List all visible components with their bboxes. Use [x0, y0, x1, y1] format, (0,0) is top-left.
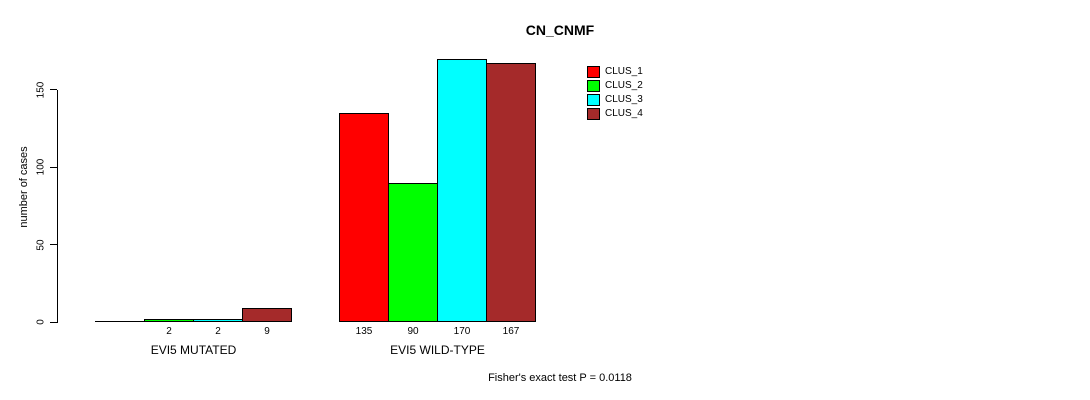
x-category-label: EVI5 WILD-TYPE: [390, 343, 485, 357]
bar-value-label: 167: [502, 326, 520, 337]
y-tick-mark: [50, 89, 57, 91]
legend-label: CLUS_1: [605, 66, 643, 77]
bar: [486, 63, 536, 322]
y-tick-label: 0: [35, 319, 47, 325]
bar-value-label: 2: [215, 326, 221, 337]
legend-item: CLUS_3: [587, 93, 643, 107]
bar-value-label: 2: [166, 326, 172, 337]
legend-swatch: [587, 108, 600, 120]
bar-zero-height: [95, 321, 145, 322]
legend-swatch: [587, 66, 600, 78]
legend-swatch: [587, 94, 600, 106]
legend-swatch: [587, 80, 600, 92]
x-category-label: EVI5 MUTATED: [150, 343, 237, 357]
y-tick-label: 50: [35, 239, 47, 251]
legend-item: CLUS_4: [587, 107, 643, 121]
bar: [242, 308, 292, 322]
y-axis-line: [57, 89, 58, 323]
bar: [388, 182, 438, 322]
chart-title: CN_CNMF: [525, 22, 595, 38]
bar-value-label: 135: [355, 326, 373, 337]
legend-item: CLUS_2: [587, 79, 643, 93]
legend-label: CLUS_2: [605, 80, 643, 91]
bar: [193, 318, 243, 322]
bar: [437, 58, 487, 322]
bar-value-label: 9: [264, 326, 270, 337]
y-tick-mark: [50, 244, 57, 246]
legend-item: CLUS_1: [587, 65, 643, 79]
annotation-pvalue: Fisher's exact test P = 0.0118: [488, 372, 632, 384]
y-tick-mark: [50, 321, 57, 323]
bar: [144, 318, 194, 322]
legend: CLUS_1 CLUS_2 CLUS_3 CLUS_4: [587, 65, 643, 121]
bar-value-label: 90: [407, 326, 419, 337]
y-tick-label: 100: [35, 158, 47, 176]
y-tick-label: 150: [35, 81, 47, 99]
bar: [339, 113, 389, 322]
y-tick-mark: [50, 166, 57, 168]
bar-value-label: 170: [453, 326, 471, 337]
legend-label: CLUS_3: [605, 94, 643, 105]
legend-label: CLUS_4: [605, 108, 643, 119]
